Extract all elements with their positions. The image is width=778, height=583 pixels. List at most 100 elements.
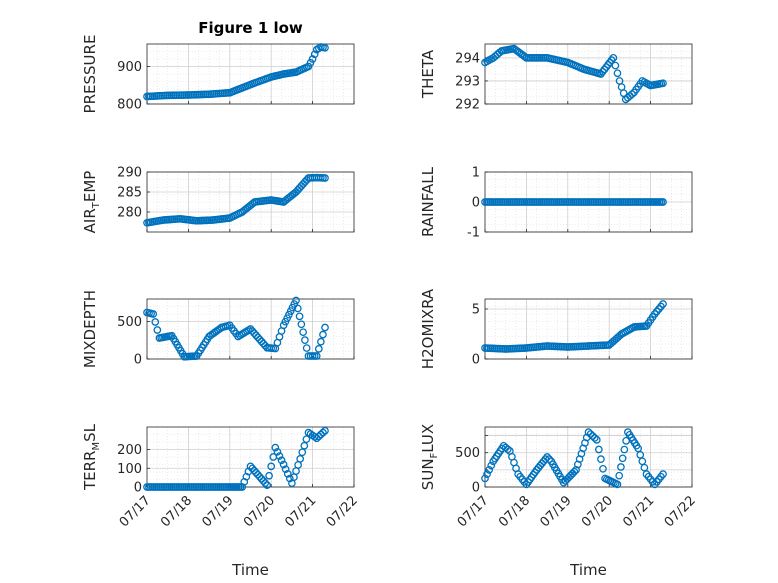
data-point [308,55,317,63]
data-point [296,455,305,463]
data-point [617,463,625,471]
data-point [312,434,321,443]
data-point [302,344,311,352]
data-point [588,432,597,440]
y-tick-label: 293 [455,74,480,89]
x-tick-label: 07/17 [455,493,492,530]
x-tick-label: 07/22 [324,493,361,530]
data-point [292,296,300,305]
data-point [503,445,512,454]
x-tick-label: 07/18 [496,493,533,530]
axes-box [484,426,693,488]
data-point [590,434,599,442]
subplot-terr-msl: 0 100 200 07/17 07/18 07/19 07/20 07/21 07/22 TER… [81,423,361,579]
data-point [618,454,627,463]
data-point [283,470,292,478]
x-tick-label: 07/20 [241,493,278,530]
y-axis-label: RAINFALL [419,166,437,237]
y-tick-label: 280 [117,206,142,221]
data-point [611,61,620,70]
subplot-mixdepth: 0 500 MIXDEPTH [81,290,355,368]
y-tick-label: 5 [472,303,480,318]
y-tick-label: 0 [134,353,142,368]
data-point [628,90,636,99]
y-tick-label: 500 [455,446,480,461]
data-point [271,443,280,452]
figure-title: Figure 1 low [198,19,303,37]
data-point [594,445,603,454]
y-tick-label: 900 [117,60,142,75]
data-point [285,474,294,483]
data-point [263,481,271,489]
data-point [299,328,307,337]
y-axis-label: SUNFLUX [419,424,440,490]
data-point [599,464,607,473]
data-point [609,53,618,62]
data-point [273,447,282,456]
y-tick-label: 200 [117,443,142,458]
y-tick-label: 0 [472,481,480,496]
y-tick-label: 100 [117,462,142,477]
data-point [297,320,306,329]
data-point [281,465,290,474]
y-tick-label: 294 [455,51,480,66]
data-point [615,471,624,480]
data-point [304,62,313,71]
subplot-h2omixra: 0 5 H2OMIXRA [419,288,693,369]
data-point [314,345,323,353]
x-tick-label: 07/19 [200,493,237,530]
data-point [153,326,162,334]
data-point [292,467,300,475]
y-tick-label: 1 [472,166,480,181]
data-point [149,310,158,318]
data-point [265,471,273,480]
data-point [317,430,325,439]
data-point [277,456,286,465]
data-point [613,69,622,78]
y-axis-label: H2OMIXRA [419,288,437,369]
x-tick-label: 07/21 [282,493,319,530]
x-tick-label: 07/17 [117,493,154,530]
y-tick-label: 0 [472,196,480,211]
subplot-theta: 292 293 294 THETA [419,43,693,113]
data-point [597,455,605,463]
data-point [638,457,647,466]
data-point [659,198,667,206]
y-axis-label: THETA [419,49,437,99]
data-point [321,43,329,52]
data-point [659,300,667,308]
x-tick-label: 07/20 [579,493,616,530]
data-point [481,474,489,483]
y-tick-label: -1 [467,226,480,241]
data-point [319,330,327,339]
data-point [586,430,595,438]
axes-box [146,298,355,360]
x-tick-label: 07/18 [158,493,195,530]
data-point [295,312,304,321]
subplot-sun-flux: 0 500 07/17 07/18 07/19 07/20 07/21 07/22 SUNFLU… [419,424,699,579]
y-tick-label: 0 [134,481,142,496]
data-point [617,83,626,91]
data-point [543,453,551,461]
data-point [298,448,307,457]
data-point [570,467,579,476]
axes-box [484,43,693,105]
data-point [275,452,284,460]
data-point [613,480,622,489]
data-point [261,479,270,487]
data-point [310,50,319,59]
data-point [659,79,667,88]
axes-box [146,171,355,233]
subplot-grid: 800 900 PRESSURE Figure 1 low 292 293 294 THETA… [81,19,699,579]
x-axis-label: Time [569,561,607,579]
y-tick-label: 800 [117,98,142,113]
x-tick-label: 07/21 [620,493,657,530]
y-axis-label: AIRTEMP [81,171,102,234]
axes-box [146,43,355,105]
data-point [312,352,321,360]
data-point [545,455,554,463]
data-point [306,58,315,67]
subplot-air-temp: 280 285 290 AIRTEMP [81,166,355,234]
data-point [483,470,491,478]
